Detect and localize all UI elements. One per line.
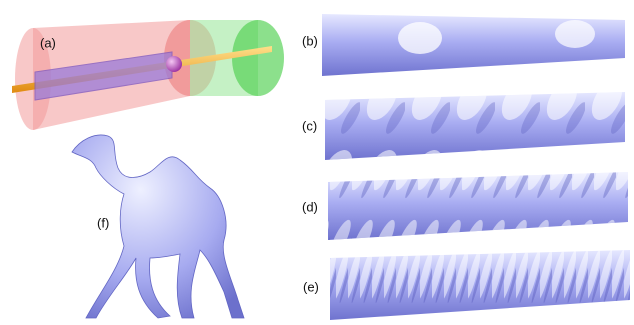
panel-label: (d) (302, 199, 318, 214)
twist-pattern (330, 250, 630, 320)
twist-pattern (325, 92, 625, 160)
panel-label: (c) (302, 118, 317, 133)
twist-pattern (328, 172, 628, 240)
panel-label: (a) (40, 35, 56, 50)
panel-f: (f) (72, 135, 244, 318)
panel-label: (e) (303, 279, 319, 294)
panel-b: (b) (302, 14, 625, 76)
panel-d: (d) (302, 172, 628, 240)
panel-e: (e) (303, 250, 630, 320)
figure: (a) (b) (c) (d) (e) (f) (0, 0, 634, 325)
panel-label: (f) (97, 215, 109, 230)
highlight (555, 20, 595, 48)
green-cylinder-cap (232, 20, 284, 96)
sphere (166, 56, 182, 72)
panel-c: (c) (302, 92, 625, 160)
highlight (398, 22, 442, 54)
panel-label: (b) (302, 33, 318, 48)
panel-a: (a) (12, 20, 284, 130)
